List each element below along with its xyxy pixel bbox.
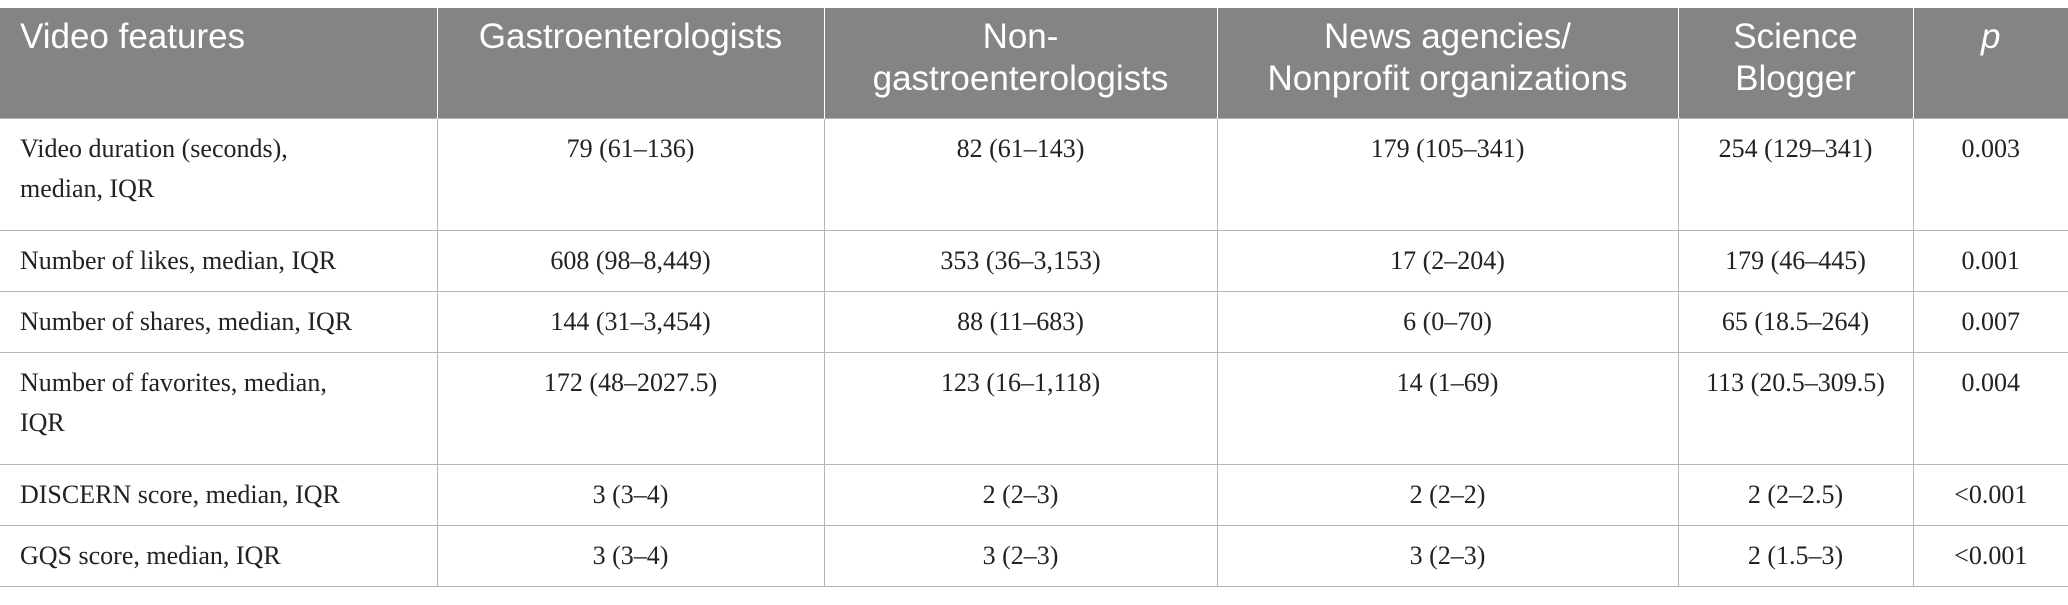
table-row: GQS score, median, IQR 3 (3–4) 3 (2–3) 3 (2… (0, 524, 2068, 587)
science-blogger-cell: 2 (2–2.5) (1677, 463, 1914, 526)
science-blogger-cell: 65 (18.5–264) (1677, 290, 1914, 353)
video-features-table: Video features Gastroenterologists Non- … (0, 8, 2068, 587)
news-agencies-cell: 3 (2–3) (1216, 524, 1679, 587)
non-gastroenterologists-cell: 88 (11–683) (823, 290, 1218, 353)
gastroenterologists-cell: 608 (98–8,449) (436, 229, 825, 292)
feature-label-cell: Video duration (seconds), median, IQR (0, 117, 438, 231)
non-gastroenterologists-cell: 2 (2–3) (823, 463, 1218, 526)
p-value-cell: 0.004 (1912, 351, 2068, 465)
gastroenterologists-cell: 3 (3–4) (436, 463, 825, 526)
science-blogger-cell: 254 (129–341) (1677, 117, 1914, 231)
non-gastroenterologists-cell: 123 (16–1,118) (823, 351, 1218, 465)
table-body: Video duration (seconds), median, IQR 79 … (0, 117, 2068, 587)
feature-label-cell: Number of favorites, median, IQR (0, 351, 438, 465)
science-blogger-cell: 179 (46–445) (1677, 229, 1914, 292)
feature-label-cell: Number of shares, median, IQR (0, 290, 438, 353)
p-value-cell: 0.001 (1912, 229, 2068, 292)
news-agencies-cell: 14 (1–69) (1216, 351, 1679, 465)
science-blogger-cell: 113 (20.5–309.5) (1677, 351, 1914, 465)
non-gastroenterologists-cell: 82 (61–143) (823, 117, 1218, 231)
news-agencies-cell: 2 (2–2) (1216, 463, 1679, 526)
header-science-blogger: Science Blogger (1677, 8, 1913, 118)
table-row: Number of shares, median, IQR 144 (31–3,4… (0, 290, 2068, 353)
p-value-cell: <0.001 (1912, 463, 2068, 526)
feature-label-cell: GQS score, median, IQR (0, 524, 438, 587)
gastroenterologists-cell: 144 (31–3,454) (436, 290, 825, 353)
header-gastroenterologists: Gastroenterologists (436, 8, 824, 118)
news-agencies-cell: 6 (0–70) (1216, 290, 1679, 353)
table-row: DISCERN score, median, IQR 3 (3–4) 2 (2–3)… (0, 463, 2068, 526)
table-row: Number of favorites, median, IQR 172 (48–… (0, 351, 2068, 465)
header-non-gastroenterologists: Non- gastroenterologists (823, 8, 1217, 118)
feature-label-cell: Number of likes, median, IQR (0, 229, 438, 292)
p-value-cell: <0.001 (1912, 524, 2068, 587)
header-p-value: p (1912, 8, 2068, 118)
non-gastroenterologists-cell: 353 (36–3,153) (823, 229, 1218, 292)
feature-label-cell: DISCERN score, median, IQR (0, 463, 438, 526)
news-agencies-cell: 17 (2–204) (1216, 229, 1679, 292)
gastroenterologists-cell: 79 (61–136) (436, 117, 825, 231)
header-row: Video features Gastroenterologists Non- … (0, 8, 2068, 118)
header-news-agencies: News agencies/ Nonprofit organizations (1216, 8, 1678, 118)
non-gastroenterologists-cell: 3 (2–3) (823, 524, 1218, 587)
table-row: Video duration (seconds), median, IQR 79 … (0, 117, 2068, 231)
news-agencies-cell: 179 (105–341) (1216, 117, 1679, 231)
header-video-features: Video features (0, 8, 437, 118)
gastroenterologists-cell: 3 (3–4) (436, 524, 825, 587)
science-blogger-cell: 2 (1.5–3) (1677, 524, 1914, 587)
p-value-cell: 0.003 (1912, 117, 2068, 231)
table-header: Video features Gastroenterologists Non- … (0, 8, 2068, 118)
p-value-cell: 0.007 (1912, 290, 2068, 353)
table-row: Number of likes, median, IQR 608 (98–8,44… (0, 229, 2068, 292)
gastroenterologists-cell: 172 (48–2027.5) (436, 351, 825, 465)
